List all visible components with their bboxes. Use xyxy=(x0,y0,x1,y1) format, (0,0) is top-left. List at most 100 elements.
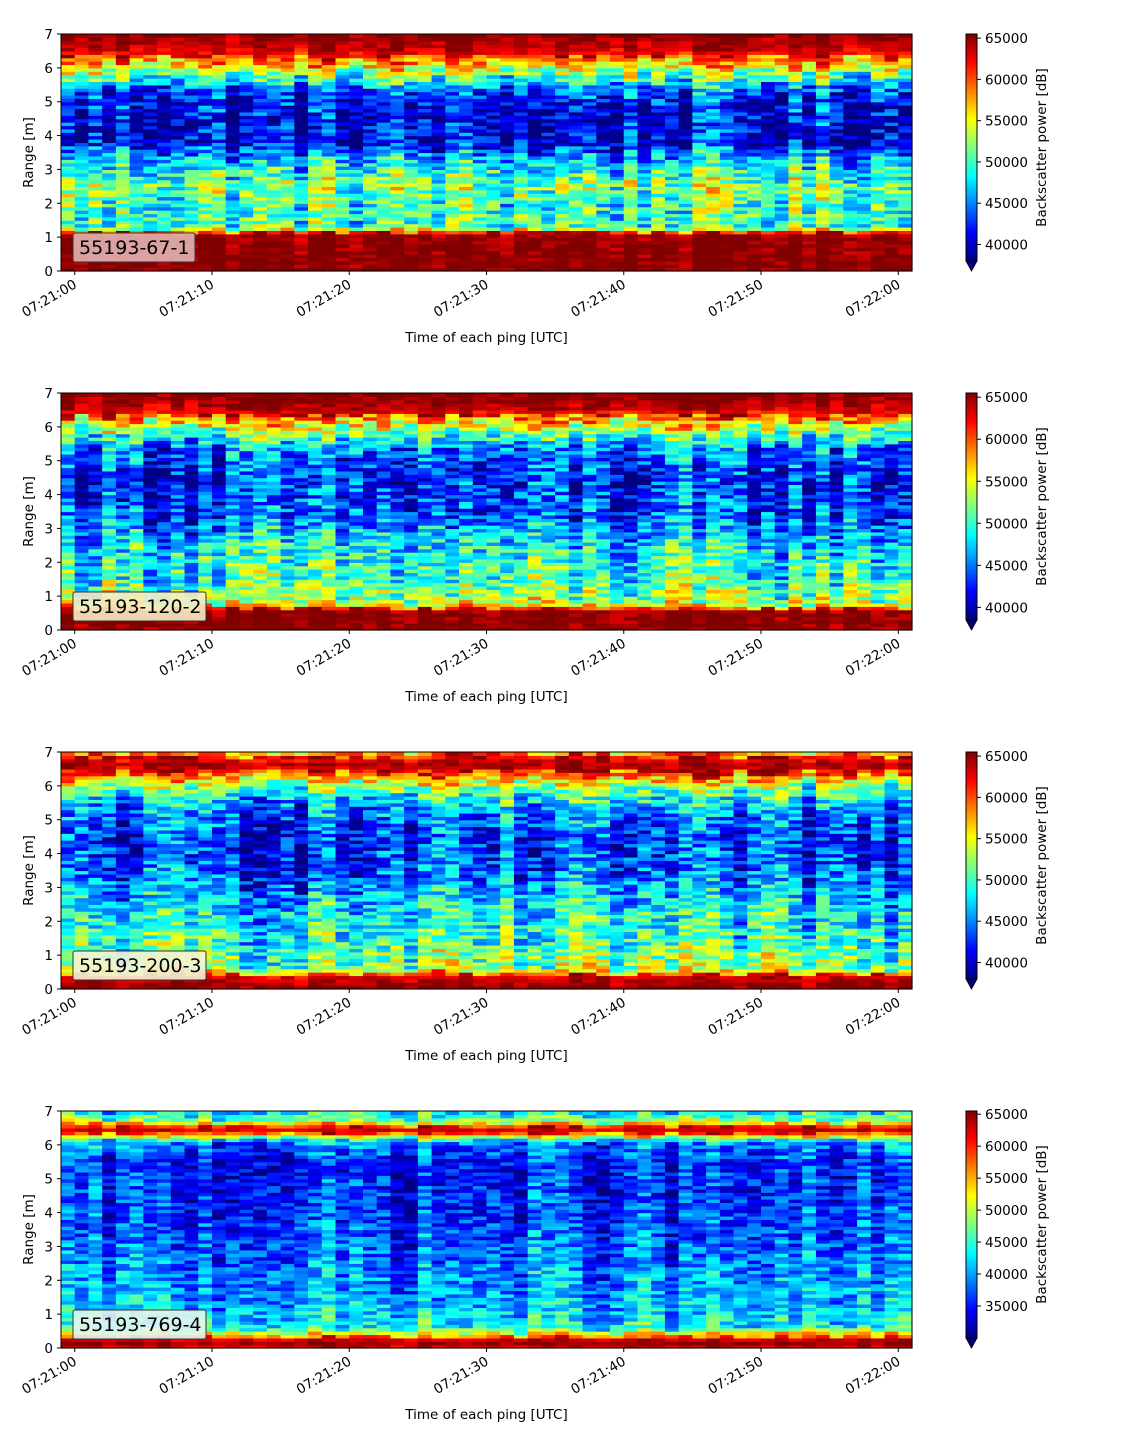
heatmap-cell xyxy=(184,50,199,55)
heatmap-cell xyxy=(802,213,817,218)
heatmap-cell xyxy=(651,264,666,269)
heatmap-cell xyxy=(143,230,158,235)
heatmap-cell xyxy=(843,122,858,127)
heatmap-cell xyxy=(761,34,776,38)
heatmap-cell xyxy=(733,172,748,177)
heatmap-cell xyxy=(170,193,186,198)
heatmap-cell xyxy=(280,149,295,154)
heatmap-cell xyxy=(129,220,144,225)
heatmap-cell xyxy=(898,264,913,269)
heatmap-cell xyxy=(170,122,186,127)
heatmap-cell xyxy=(349,142,364,147)
heatmap-cell xyxy=(582,162,597,167)
heatmap-cell xyxy=(362,61,378,66)
heatmap-cell xyxy=(898,125,913,130)
heatmap-cell xyxy=(170,145,186,150)
heatmap-cell xyxy=(88,132,103,137)
heatmap-cell xyxy=(225,220,241,225)
heatmap-cell xyxy=(500,37,515,42)
heatmap-cell xyxy=(733,122,748,127)
heatmap-cell xyxy=(88,81,103,86)
colorbar-segment xyxy=(966,51,977,54)
heatmap-cell xyxy=(664,220,680,225)
heatmap-cell xyxy=(74,497,90,502)
colorbar-segment xyxy=(966,126,977,130)
heatmap-cell xyxy=(472,50,488,55)
heatmap-cell xyxy=(280,88,295,93)
heatmap-cell xyxy=(143,619,158,624)
heatmap-cell xyxy=(651,247,666,252)
heatmap-cell xyxy=(335,169,350,174)
heatmap-cell xyxy=(115,623,131,628)
heatmap-cell xyxy=(143,216,158,221)
heatmap-cell xyxy=(170,152,186,157)
heatmap-cell xyxy=(280,61,295,66)
heatmap-cell xyxy=(802,179,817,184)
heatmap-cell xyxy=(129,84,144,89)
heatmap-cell xyxy=(266,152,282,157)
heatmap-cell xyxy=(747,132,762,137)
heatmap-cell xyxy=(335,172,350,177)
heatmap-cell xyxy=(472,37,488,42)
colorbar-segment xyxy=(966,189,977,192)
heatmap-cell xyxy=(459,226,474,231)
heatmap-cell xyxy=(678,98,693,103)
heatmap-cell xyxy=(61,393,76,397)
heatmap-cell xyxy=(610,230,625,235)
heatmap-cell xyxy=(472,186,488,191)
heatmap-cell xyxy=(664,118,680,123)
heatmap-cell xyxy=(74,552,90,557)
heatmap-cell xyxy=(129,555,144,560)
heatmap-cell xyxy=(376,145,392,150)
heatmap-cell xyxy=(74,545,90,550)
heatmap-cell xyxy=(61,247,76,252)
heatmap-cell xyxy=(115,203,131,208)
heatmap-cell xyxy=(843,142,858,147)
heatmap-cell xyxy=(294,145,309,150)
heatmap-cell xyxy=(884,247,899,252)
heatmap-cell xyxy=(527,196,543,201)
heatmap-cell xyxy=(431,54,446,59)
heatmap-cell xyxy=(129,226,144,231)
heatmap-cell xyxy=(582,118,597,123)
heatmap-cell xyxy=(102,196,117,201)
heatmap-cell xyxy=(253,257,268,262)
heatmap-cell xyxy=(294,223,309,228)
heatmap-cell xyxy=(61,420,76,425)
heatmap-cell xyxy=(115,182,131,187)
heatmap-cell xyxy=(527,108,543,113)
heatmap-cell xyxy=(335,88,350,93)
heatmap-cell xyxy=(431,149,446,154)
heatmap-cell xyxy=(678,206,693,211)
heatmap-cell xyxy=(623,226,639,231)
heatmap-cell xyxy=(774,203,790,208)
heatmap-cell xyxy=(129,413,144,418)
heatmap-cell xyxy=(596,179,611,184)
heatmap-cell xyxy=(376,111,392,116)
heatmap-cell xyxy=(143,78,158,82)
heatmap-cell xyxy=(898,152,913,157)
heatmap-cell xyxy=(225,34,241,38)
heatmap-cell xyxy=(870,94,886,99)
heatmap-cell xyxy=(61,135,76,140)
heatmap-cell xyxy=(664,111,680,116)
heatmap-cell xyxy=(102,37,117,42)
heatmap-cell xyxy=(829,138,844,143)
heatmap-cell xyxy=(143,37,158,42)
heatmap-cell xyxy=(843,40,858,45)
heatmap-cell xyxy=(74,64,90,69)
heatmap-cell xyxy=(884,132,899,137)
heatmap-cell xyxy=(774,250,790,255)
heatmap-cell xyxy=(253,196,268,201)
heatmap-cell xyxy=(102,128,117,133)
heatmap-cell xyxy=(774,179,790,184)
heatmap-cell xyxy=(459,240,474,245)
heatmap-cell xyxy=(129,172,144,177)
heatmap-cell xyxy=(802,44,817,49)
heatmap-cell xyxy=(88,172,103,177)
heatmap-cell xyxy=(321,138,337,143)
heatmap-cell xyxy=(294,125,309,130)
heatmap-cell xyxy=(61,149,76,154)
heatmap-cell xyxy=(198,118,213,123)
heatmap-cell xyxy=(225,145,241,150)
